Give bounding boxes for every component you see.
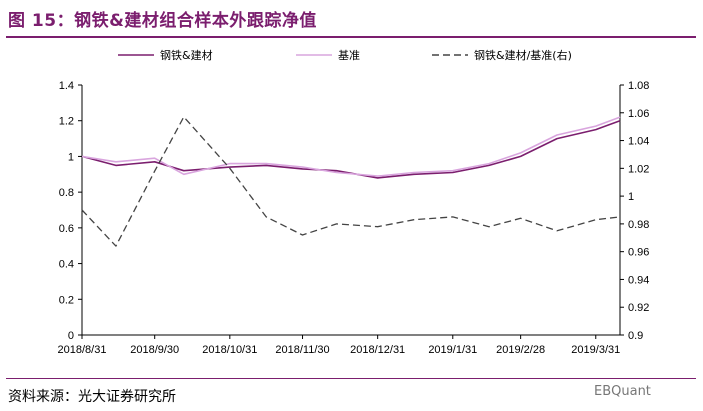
y-tick-label: 1.2: [59, 116, 74, 128]
chart-title: 图 15：钢铁&建材组合样本外跟踪净值: [8, 11, 317, 31]
y-tick-label: 1: [68, 151, 74, 163]
title-rule: [6, 36, 696, 38]
y2-tick-label: 0.94: [628, 274, 649, 286]
y2-tick-label: 0.9: [628, 330, 643, 342]
y-tick-label: 0.4: [59, 259, 74, 271]
x-tick-label: 2019/3/31: [571, 344, 620, 356]
watermark: EBQuant: [594, 384, 651, 399]
y2-tick-label: 1.02: [628, 163, 649, 175]
x-tick-label: 2018/8/31: [58, 344, 107, 356]
y2-tick-label: 1.04: [628, 136, 649, 148]
legend-label-2: 钢铁&建材/基准(右): [474, 48, 572, 62]
y2-tick-label: 1.08: [628, 80, 649, 92]
y-tick-label: 0.8: [59, 187, 74, 199]
series-line-2: [81, 116, 621, 247]
series-lines: [81, 116, 621, 247]
legend-label-0: 钢铁&建材: [160, 48, 213, 62]
legend: 钢铁&建材 基准 钢铁&建材/基准(右): [118, 48, 572, 62]
x-tick-label: 2018/9/30: [130, 344, 179, 356]
x-tick-label: 2018/12/31: [350, 344, 405, 356]
y2-tick-label: 1: [628, 191, 634, 203]
y-tick-label: 1.4: [59, 80, 74, 92]
y-tick-label: 0.2: [59, 294, 74, 306]
y-tick-label: 0: [68, 330, 74, 342]
x-tick-label: 2018/10/31: [202, 344, 257, 356]
chart: 钢铁&建材 基准 钢铁&建材/基准(右) 00.20.40.60.811.21.40…: [58, 48, 650, 356]
series-line-0: [81, 119, 621, 179]
legend-label-1: 基准: [338, 49, 360, 62]
y2-tick-label: 1.06: [628, 108, 649, 120]
x-tick-label: 2019/2/28: [496, 344, 545, 356]
source-note: 资料来源：光大证券研究所: [8, 389, 176, 405]
y2-tick-label: 0.98: [628, 219, 649, 231]
x-tick-label: 2019/1/31: [428, 344, 477, 356]
series-line-1: [81, 116, 621, 177]
footer-rule: [6, 378, 696, 379]
axes: 0 0.2 0.4 0.6 0.8 1 1.2 1.4 0.9 0.92 0.94 0.96 0.98 1…: [58, 80, 650, 356]
y2-tick-label: 0.92: [628, 302, 649, 314]
x-tick-label: 2018/11/30: [275, 344, 329, 356]
y-tick-label: 0.6: [59, 223, 74, 235]
y2-tick-label: 0.96: [628, 247, 649, 259]
